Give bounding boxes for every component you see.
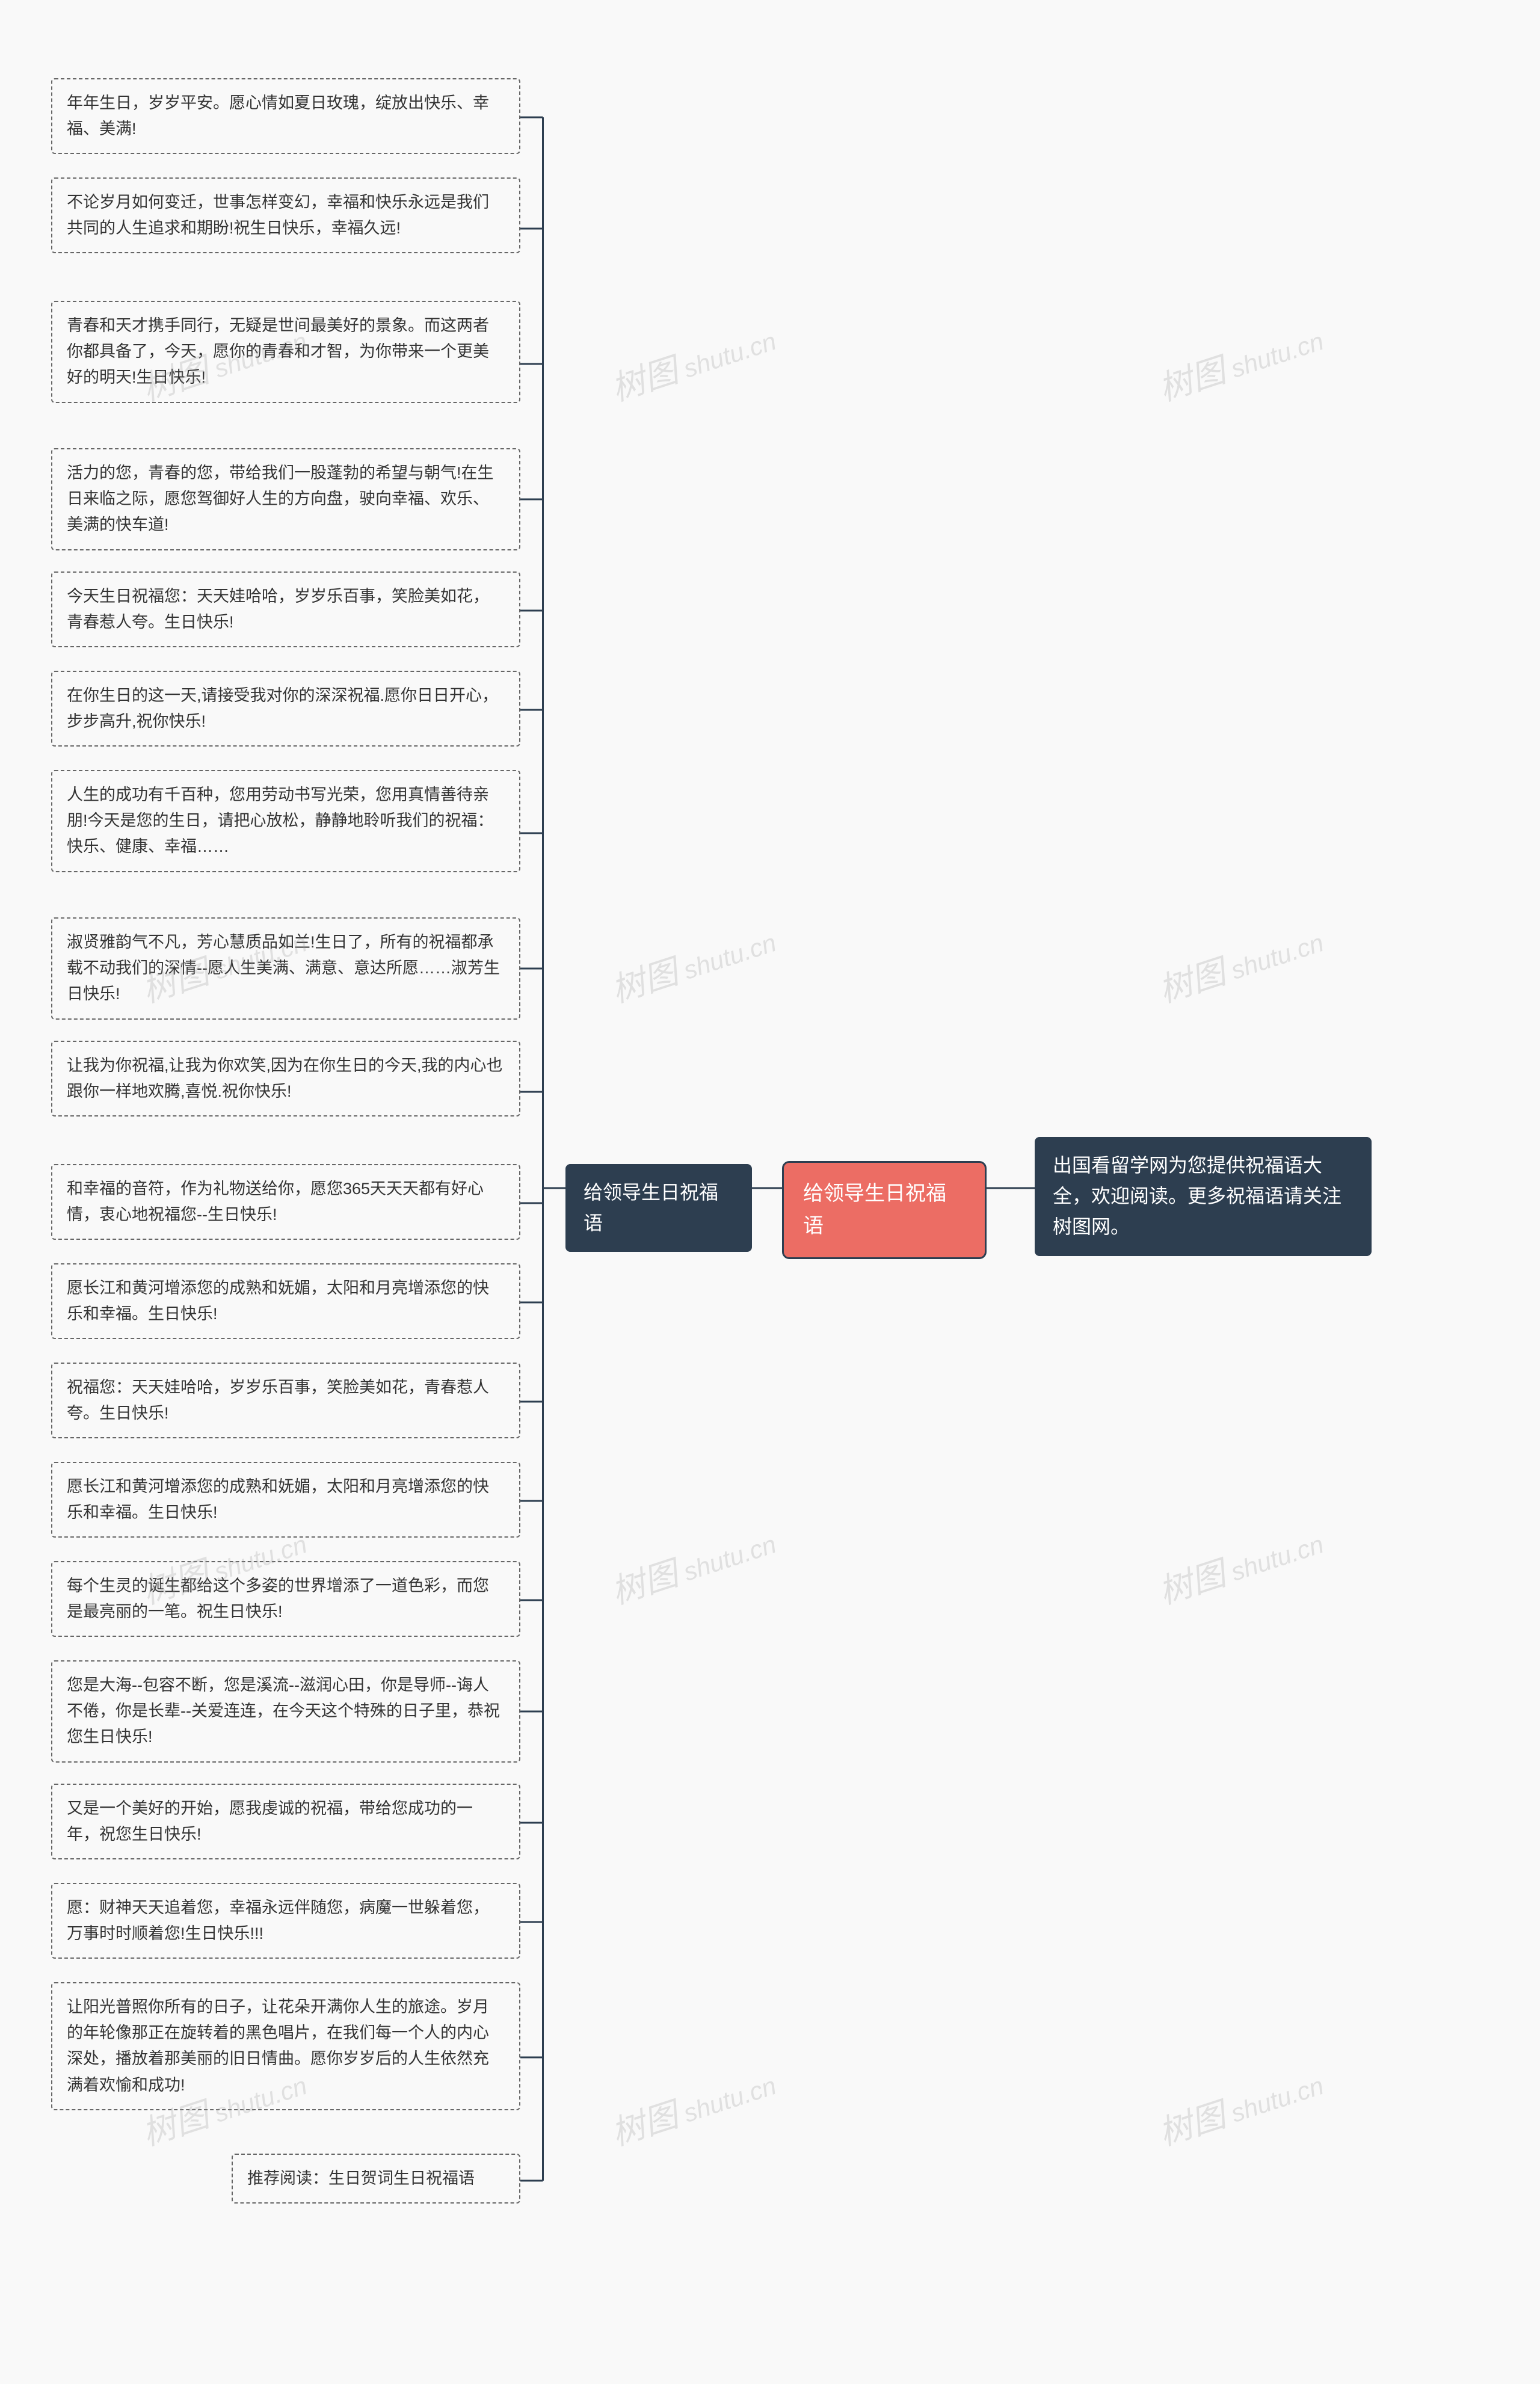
leaf-text: 每个生灵的诞生都给这个多姿的世界增添了一道色彩，而您是最亮丽的一笔。祝生日快乐! xyxy=(67,1577,489,1621)
watermark: 树图shutu.cn xyxy=(1151,1515,1328,1613)
leaf-text: 祝福您：天天娃哈哈，岁岁乐百事，笑脸美如花，青春惹人夸。生日快乐! xyxy=(67,1378,489,1422)
left-branch-node[interactable]: 给领导生日祝福语 xyxy=(565,1164,752,1252)
leaf-node[interactable]: 愿：财神天天追着您，幸福永远伴随您，病魔一世躲着您，万事时时顺着您!生日快乐!!… xyxy=(51,1883,520,1959)
watermark: 树图shutu.cn xyxy=(604,312,781,410)
watermark-main: 树图 xyxy=(1154,2095,1230,2152)
leaf-text: 年年生日，岁岁平安。愿心情如夏日玫瑰，绽放出快乐、幸福、美满! xyxy=(67,94,489,138)
leaf-text: 在你生日的这一天,请接受我对你的深深祝福.愿你日日开心，步步高升,祝你快乐! xyxy=(67,686,498,730)
leaf-node[interactable]: 和幸福的音符，作为礼物送给你，愿您365天天天都有好心情，衷心地祝福您--生日快… xyxy=(51,1164,520,1240)
leaf-text: 又是一个美好的开始，愿我虔诚的祝福，带给您成功的一年，祝您生日快乐! xyxy=(67,1799,473,1843)
watermark: 树图shutu.cn xyxy=(1151,2056,1328,2155)
watermark-sub: shutu.cn xyxy=(680,2071,780,2128)
watermark-sub: shutu.cn xyxy=(1227,1530,1327,1586)
watermark-main: 树图 xyxy=(1154,1554,1230,1611)
watermark: 树图shutu.cn xyxy=(604,2056,781,2155)
watermark-main: 树图 xyxy=(1154,351,1230,408)
leaf-node[interactable]: 又是一个美好的开始，愿我虔诚的祝福，带给您成功的一年，祝您生日快乐! xyxy=(51,1784,520,1859)
watermark-main: 树图 xyxy=(606,952,682,1009)
watermark: 树图shutu.cn xyxy=(604,1515,781,1613)
leaf-node[interactable]: 每个生灵的诞生都给这个多姿的世界增添了一道色彩，而您是最亮丽的一笔。祝生日快乐! xyxy=(51,1561,520,1637)
leaf-text: 愿：财神天天追着您，幸福永远伴随您，病魔一世躲着您，万事时时顺着您!生日快乐!!… xyxy=(67,1899,489,1942)
leaf-node[interactable]: 让阳光普照你所有的日子，让花朵开满你人生的旅途。岁月的年轮像那正在旋转着的黑色唱… xyxy=(51,1982,520,2110)
leaf-node[interactable]: 人生的成功有千百种，您用劳动书写光荣，您用真情善待亲朋!今天是您的生日，请把心放… xyxy=(51,770,520,872)
leaf-text: 青春和天才携手同行，无疑是世间最美好的景象。而这两者你都具备了，今天，愿你的青春… xyxy=(67,316,489,386)
root-node[interactable]: 给领导生日祝福语 xyxy=(782,1161,987,1259)
leaf-node[interactable]: 在你生日的这一天,请接受我对你的深深祝福.愿你日日开心，步步高升,祝你快乐! xyxy=(51,671,520,747)
watermark-main: 树图 xyxy=(606,1554,682,1611)
watermark-main: 树图 xyxy=(606,351,682,408)
watermark-sub: shutu.cn xyxy=(680,1530,780,1586)
leaf-text: 和幸福的音符，作为礼物送给你，愿您365天天天都有好心情，衷心地祝福您--生日快… xyxy=(67,1180,484,1224)
leaf-node[interactable]: 祝福您：天天娃哈哈，岁岁乐百事，笑脸美如花，青春惹人夸。生日快乐! xyxy=(51,1363,520,1438)
leaf-node[interactable]: 今天生日祝福您：天天娃哈哈，岁岁乐百事，笑脸美如花，青春惹人夸。生日快乐! xyxy=(51,571,520,647)
watermark-sub: shutu.cn xyxy=(1227,2071,1327,2128)
leaf-node[interactable]: 愿长江和黄河增添您的成熟和妩媚，太阳和月亮增添您的快乐和幸福。生日快乐! xyxy=(51,1462,520,1538)
right-branch-node[interactable]: 出国看留学网为您提供祝福语大全，欢迎阅读。更多祝福语请关注树图网。 xyxy=(1035,1137,1372,1256)
leaf-text: 淑贤雅韵气不凡，芳心慧质品如兰!生日了，所有的祝福都承载不动我们的深情--愿人生… xyxy=(67,933,500,1003)
leaf-node[interactable]: 推荐阅读：生日贺词生日祝福语 xyxy=(232,2154,520,2204)
leaf-text: 让阳光普照你所有的日子，让花朵开满你人生的旅途。岁月的年轮像那正在旋转着的黑色唱… xyxy=(67,1998,489,2094)
leaf-node[interactable]: 让我为你祝福,让我为你欢笑,因为在你生日的今天,我的内心也跟你一样地欢腾,喜悦.… xyxy=(51,1041,520,1117)
watermark-sub: shutu.cn xyxy=(1227,928,1327,985)
leaf-node[interactable]: 活力的您，青春的您，带给我们一股蓬勃的希望与朝气!在生日来临之际，愿您驾御好人生… xyxy=(51,448,520,550)
leaf-node[interactable]: 不论岁月如何变迁，世事怎样变幻，幸福和快乐永远是我们共同的人生追求和期盼!祝生日… xyxy=(51,177,520,253)
leaf-text: 愿长江和黄河增添您的成熟和妩媚，太阳和月亮增添您的快乐和幸福。生日快乐! xyxy=(67,1477,489,1521)
watermark-sub: shutu.cn xyxy=(1227,327,1327,383)
watermark-sub: shutu.cn xyxy=(680,327,780,383)
watermark: 树图shutu.cn xyxy=(1151,913,1328,1012)
leaf-text: 您是大海--包容不断，您是溪流--滋润心田，你是导师--诲人不倦，你是长辈--关… xyxy=(67,1676,500,1746)
watermark-main: 树图 xyxy=(606,2095,682,2152)
leaf-text: 活力的您，青春的您，带给我们一股蓬勃的希望与朝气!在生日来临之际，愿您驾御好人生… xyxy=(67,464,494,534)
leaf-text: 让我为你祝福,让我为你欢笑,因为在你生日的今天,我的内心也跟你一样地欢腾,喜悦.… xyxy=(67,1056,503,1100)
leaf-node[interactable]: 年年生日，岁岁平安。愿心情如夏日玫瑰，绽放出快乐、幸福、美满! xyxy=(51,78,520,154)
watermark: 树图shutu.cn xyxy=(604,913,781,1012)
watermark: 树图shutu.cn xyxy=(1151,312,1328,410)
leaf-text: 人生的成功有千百种，您用劳动书写光荣，您用真情善待亲朋!今天是您的生日，请把心放… xyxy=(67,786,494,855)
leaf-text: 不论岁月如何变迁，世事怎样变幻，幸福和快乐永远是我们共同的人生追求和期盼!祝生日… xyxy=(67,193,489,237)
leaf-node[interactable]: 淑贤雅韵气不凡，芳心慧质品如兰!生日了，所有的祝福都承载不动我们的深情--愿人生… xyxy=(51,917,520,1020)
watermark-sub: shutu.cn xyxy=(680,928,780,985)
leaf-node[interactable]: 青春和天才携手同行，无疑是世间最美好的景象。而这两者你都具备了，今天，愿你的青春… xyxy=(51,301,520,403)
leaf-node[interactable]: 愿长江和黄河增添您的成熟和妩媚，太阳和月亮增添您的快乐和幸福。生日快乐! xyxy=(51,1263,520,1339)
leaf-text: 愿长江和黄河增添您的成熟和妩媚，太阳和月亮增添您的快乐和幸福。生日快乐! xyxy=(67,1279,489,1323)
leaf-text: 今天生日祝福您：天天娃哈哈，岁岁乐百事，笑脸美如花，青春惹人夸。生日快乐! xyxy=(67,587,489,631)
leaf-text: 推荐阅读：生日贺词生日祝福语 xyxy=(247,2169,475,2187)
watermark-main: 树图 xyxy=(1154,952,1230,1009)
mindmap-canvas: 给领导生日祝福语 给领导生日祝福语 出国看留学网为您提供祝福语大全，欢迎阅读。更… xyxy=(0,0,1540,2384)
leaf-node[interactable]: 您是大海--包容不断，您是溪流--滋润心田，你是导师--诲人不倦，你是长辈--关… xyxy=(51,1660,520,1763)
